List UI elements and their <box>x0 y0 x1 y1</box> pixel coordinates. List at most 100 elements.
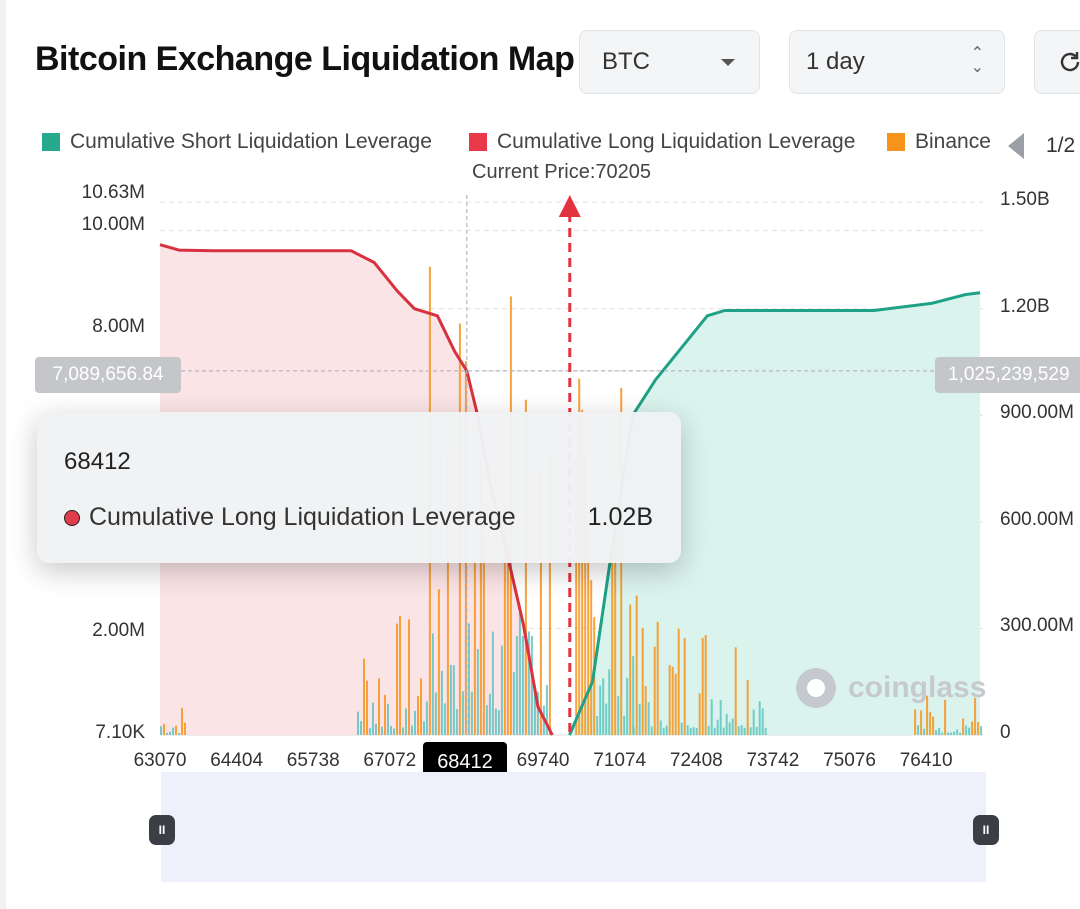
binance-bar-72 <box>545 685 548 735</box>
binance-bar-103 <box>659 720 662 735</box>
binance-bar-34 <box>431 633 434 735</box>
right-tick-label: 900.00M <box>1000 402 1074 424</box>
updown-arrows-icon: ⌃ ⌄ <box>970 45 984 76</box>
binance-bar-3 <box>169 731 171 735</box>
binance-bar-132 <box>746 680 749 735</box>
legend-swatch-long <box>469 133 487 151</box>
binance-bar-93 <box>632 656 635 735</box>
binance-bar-128 <box>734 647 737 735</box>
binance-bar-136 <box>758 701 761 735</box>
binance-bar-53 <box>488 693 491 735</box>
legend-item-binance[interactable]: Binance <box>887 130 991 154</box>
coin-select-value: BTC <box>602 48 650 75</box>
x-tick-label: 73742 <box>746 750 800 771</box>
binance-bar-63 <box>518 612 521 735</box>
x-tick-label: 64404 <box>210 750 264 771</box>
binance-bar-73 <box>548 455 551 735</box>
binance-bar-62 <box>515 636 518 735</box>
watermark-text: coinglass <box>848 671 987 704</box>
binance-bar-106 <box>668 664 671 735</box>
binance-bar-18 <box>384 694 386 735</box>
binance-bar-107 <box>671 666 674 735</box>
binance-bar-23 <box>399 615 401 735</box>
short-line <box>568 291 981 736</box>
x-tick-label: 72408 <box>669 750 723 771</box>
binance-bar-95 <box>635 595 638 735</box>
binance-bar-145 <box>932 716 935 735</box>
binance-bar-12 <box>366 680 368 735</box>
binance-bar-42 <box>455 709 458 735</box>
x-tick-label: 76410 <box>899 750 953 771</box>
binance-bar-148 <box>941 732 944 735</box>
binance-bar-16 <box>378 678 380 735</box>
zoom-slider[interactable] <box>161 772 986 882</box>
binance-bar-130 <box>740 725 743 735</box>
legend-page-indicator: 1/2 <box>1046 134 1076 157</box>
range-select[interactable]: 1 day ⌃ ⌄ <box>789 30 1005 94</box>
binance-bar-94 <box>632 727 635 735</box>
legend-pager: 1/2 <box>1008 131 1080 161</box>
binance-bar-147 <box>938 728 941 735</box>
binance-bar-140 <box>917 725 920 735</box>
binance-bar-156 <box>965 725 968 735</box>
binance-bar-104 <box>662 727 665 735</box>
prev-page-icon[interactable] <box>1008 133 1024 159</box>
binance-bar-0 <box>160 726 162 735</box>
binance-bar-54 <box>491 631 494 735</box>
binance-bar-76 <box>581 409 584 735</box>
binance-bar-58 <box>503 514 506 735</box>
right-tick-label: 1.20B <box>1000 295 1050 317</box>
range-select-value: 1 day <box>806 48 865 75</box>
binance-bar-158 <box>971 721 974 735</box>
binance-bar-125 <box>725 714 728 735</box>
refresh-button[interactable] <box>1034 30 1080 94</box>
legend-swatch-short <box>42 133 60 151</box>
coin-select[interactable]: BTC <box>579 30 760 94</box>
current-price-arrow-icon <box>558 195 581 217</box>
binance-bar-64 <box>521 636 524 735</box>
binance-bar-40 <box>449 664 452 735</box>
binance-bar-55 <box>494 708 497 735</box>
binance-bar-70 <box>539 472 542 735</box>
binance-bar-133 <box>749 727 752 735</box>
binance-bar-91 <box>626 677 629 735</box>
x-tick-label: 67072 <box>363 750 417 771</box>
binance-bar-90 <box>623 715 626 735</box>
binance-bar-44 <box>461 691 464 735</box>
left-tick-label: 8.00M <box>92 315 145 337</box>
binance-bar-122 <box>716 719 719 735</box>
left-tick-label: 10.00M <box>81 214 145 235</box>
binance-bar-92 <box>629 604 632 735</box>
binance-bar-22 <box>396 623 398 735</box>
x-tick-label: 65738 <box>286 750 340 771</box>
binance-bar-135 <box>755 726 758 735</box>
zoom-handle-right[interactable]: II <box>973 815 999 845</box>
binance-bar-20 <box>390 726 392 735</box>
binance-bar-126 <box>728 722 731 735</box>
legend-item-long[interactable]: Cumulative Long Liquidation Leverage <box>469 130 855 154</box>
binance-bar-99 <box>647 702 650 735</box>
binance-bar-21 <box>393 728 395 735</box>
legend-item-short[interactable]: Cumulative Short Liquidation Leverage <box>42 130 432 154</box>
binance-bar-153 <box>956 729 959 735</box>
binance-bar-100 <box>650 726 653 735</box>
binance-bar-154 <box>959 732 962 735</box>
crosshair-right-label: 1,025,239,529 <box>935 357 1080 393</box>
binance-bar-65 <box>524 399 527 735</box>
binance-bar-97 <box>641 627 644 735</box>
binance-bar-30 <box>420 678 422 735</box>
left-tick-label: 10.63M <box>81 182 145 203</box>
binance-bar-74 <box>575 457 578 735</box>
right-tick-label: 600.00M <box>1000 508 1074 530</box>
binance-bar-47 <box>470 691 473 735</box>
binance-bar-141 <box>920 710 923 735</box>
binance-bar-2 <box>166 732 168 735</box>
binance-bar-57 <box>500 645 503 735</box>
binance-bar-39 <box>446 450 449 735</box>
binance-bar-150 <box>947 732 950 735</box>
watermark: coinglass <box>796 668 986 708</box>
binance-bar-9 <box>357 711 359 735</box>
zoom-handle-left[interactable]: II <box>149 815 175 845</box>
binance-bar-27 <box>411 725 413 735</box>
binance-bar-108 <box>674 673 677 735</box>
